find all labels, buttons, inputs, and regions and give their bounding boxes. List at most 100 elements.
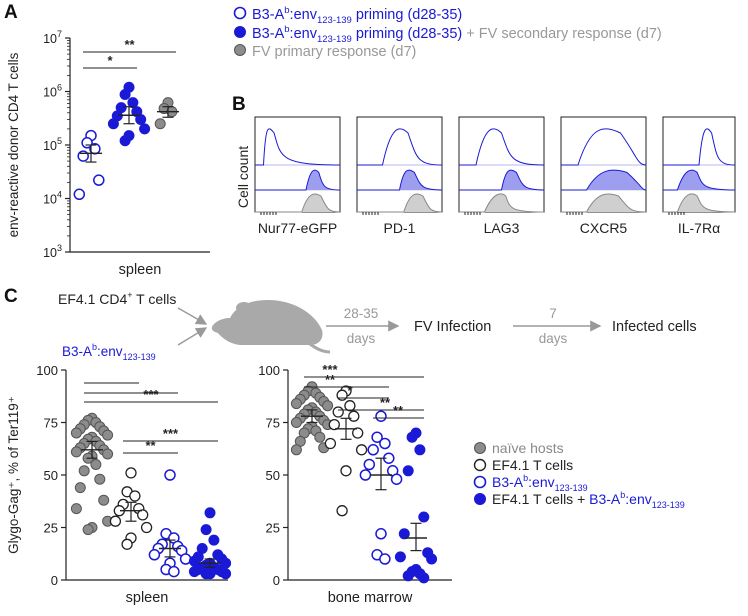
data-point	[107, 118, 119, 130]
data-point	[93, 174, 105, 186]
data-point	[102, 429, 114, 441]
data-point	[406, 431, 418, 443]
data-point	[290, 444, 302, 456]
data-point	[70, 427, 82, 439]
significance-label: **	[380, 395, 391, 410]
step2: FV Infection	[414, 319, 491, 335]
data-point	[390, 473, 403, 485]
data-point	[164, 469, 176, 481]
legend-c-filled-blue-marker	[474, 493, 486, 505]
y-tick-label: 100	[258, 363, 280, 378]
data-point	[340, 465, 352, 477]
legend-filled-grey-marker	[234, 44, 246, 56]
data-point	[332, 406, 344, 418]
histogram-marker-label: Nur77-eGFP	[258, 220, 337, 236]
histogram-purple-curve	[561, 169, 647, 191]
data-point	[204, 507, 216, 519]
y-tick-label: 105	[43, 136, 62, 153]
legend-c-open-blue-marker	[473, 475, 487, 489]
histogram-open-curve	[459, 128, 545, 166]
data-point	[336, 389, 348, 401]
significance-label: ***	[143, 387, 159, 402]
legend2-mid: :env	[290, 26, 318, 42]
step1-bottom: days	[347, 331, 376, 346]
arrow-input1	[177, 307, 208, 325]
data-point	[127, 97, 139, 109]
y-tick-label: 25	[266, 521, 280, 536]
significance-label: *	[347, 383, 353, 398]
legend-filled-blue-marker	[234, 26, 246, 38]
y-tick-label: 25	[44, 521, 58, 536]
step1-top: 28-35	[344, 306, 379, 321]
panel-a-chart: 103 104 105 106 107 env-reactive donor CD4 T …	[6, 29, 210, 278]
legend1-sub: 123-139	[317, 15, 352, 26]
histogram-open-curve	[663, 128, 736, 166]
histogram-purple-curve	[663, 169, 736, 191]
histogram-marker-label: IL-7Rα	[678, 220, 720, 236]
y-axis-label: env-reactive donor CD4 T cells	[6, 52, 21, 237]
histogram-open-curve	[255, 128, 341, 166]
data-point	[73, 188, 86, 201]
data-point	[140, 521, 153, 534]
legend3-text: FV primary response (d7)	[252, 44, 416, 60]
data-point	[74, 482, 86, 494]
data-point	[314, 431, 326, 443]
data-point	[125, 467, 137, 479]
y-axis-label: Glygo-Gag⁺, % of Ter119⁺	[6, 396, 21, 554]
data-point	[352, 427, 364, 439]
x-axis-label: spleen	[126, 590, 169, 606]
panel-label-a: A	[4, 2, 18, 23]
data-point	[220, 568, 232, 580]
mouse-icon	[211, 300, 331, 354]
arrow-input2	[177, 327, 208, 346]
x-axis-label: spleen	[119, 262, 162, 278]
significance-label: **	[393, 403, 404, 418]
data-point	[322, 400, 334, 412]
data-point	[200, 568, 212, 580]
legend-top-row1: B3-Ab:env123-139 priming (d28-35)	[233, 5, 462, 26]
data-point	[336, 505, 348, 517]
data-point	[344, 400, 356, 412]
svg-text:B3-Ab:env123-139 priming (d28-: B3-Ab:env123-139 priming (d28-35) + FV s…	[252, 24, 662, 45]
data-point	[98, 494, 110, 506]
data-point	[379, 553, 391, 565]
legend-c: naïve hosts EF4.1 T cells B3-Ab:env123-1…	[473, 440, 685, 510]
data-point	[375, 410, 387, 422]
legend-c-item2: EF4.1 T cells	[492, 457, 573, 473]
histogram-grey-curve	[357, 193, 443, 213]
data-point	[94, 473, 106, 485]
histogram-open-curve	[357, 128, 443, 166]
schematic-input1: EF4.1 CD4+ T cells	[58, 290, 176, 307]
legend-c-open-black-marker	[473, 458, 487, 472]
data-point	[402, 570, 414, 582]
histogram-grey-curve	[663, 193, 736, 213]
data-point	[426, 553, 438, 565]
histogram-purple-curve	[459, 169, 545, 191]
data-point	[324, 437, 337, 450]
panel-label-b: B	[232, 94, 246, 115]
legend1-suffix: priming (d28-35)	[352, 7, 462, 23]
y-tick-label: 103	[43, 243, 62, 260]
y-tick-label: 107	[43, 29, 62, 46]
histogram-purple-curve	[255, 169, 341, 191]
data-point	[148, 549, 161, 561]
data-point	[129, 490, 141, 502]
schematic-input2: B3-Ab:env123-139	[62, 342, 156, 362]
y-tick-label: 104	[43, 190, 62, 207]
data-point	[200, 524, 212, 536]
panel-c-spleen-chart: 0 25 50 75 100 Glygo-Gag⁺, % of Ter119⁺ spleen…	[6, 363, 232, 606]
legend2-sub: 123-139	[317, 34, 352, 45]
histogram-marker-label: PD-1	[384, 220, 416, 236]
data-point	[78, 465, 90, 477]
legend-top: B3-Ab:env123-139 priming (d28-35) B3-Ab:…	[233, 5, 662, 60]
significance-label: **	[145, 438, 156, 453]
data-point	[137, 509, 149, 521]
data-point	[398, 528, 410, 540]
significance-label: ***	[322, 362, 338, 377]
histogram-marker-label: LAG3	[484, 220, 520, 236]
legend2-prefix: B3-A	[252, 26, 285, 42]
x-axis-label: bone marrow	[328, 590, 413, 606]
data-point	[119, 135, 131, 147]
histogram-grey-curve	[561, 193, 647, 213]
